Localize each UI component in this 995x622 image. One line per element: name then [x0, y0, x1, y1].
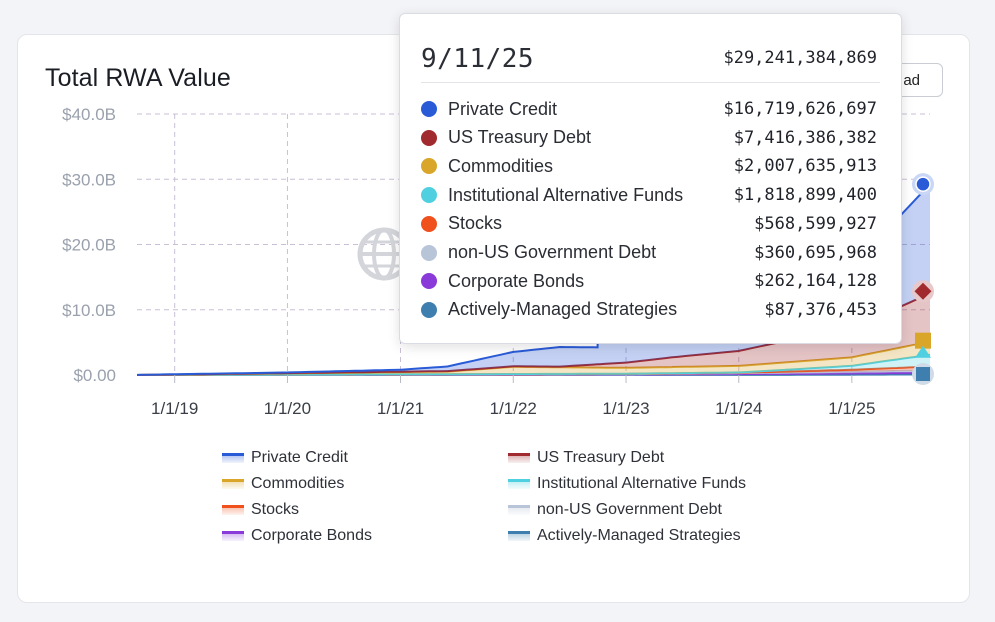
legend-swatch — [222, 531, 244, 541]
y-tick-label: $10.0B — [62, 301, 116, 320]
legend-swatch — [222, 479, 244, 489]
legend-swatch — [222, 453, 244, 463]
x-tick-label: 1/1/23 — [602, 399, 649, 418]
legend-item[interactable]: Corporate Bonds — [222, 526, 372, 546]
x-tick-label: 1/1/21 — [377, 399, 424, 418]
tooltip-date: 9/11/25 — [421, 44, 535, 74]
y-axis-ticks: $0.00 $10.0B $20.0B $30.0B $40.0B — [62, 105, 116, 385]
tooltip-series-value: $7,416,386,382 — [733, 127, 877, 148]
legend-item[interactable]: Institutional Alternative Funds — [508, 474, 746, 494]
tooltip-color-dot — [421, 187, 437, 204]
tooltip-row: Corporate Bonds $262,164,128 — [421, 269, 877, 293]
legend-label: US Treasury Debt — [537, 449, 665, 466]
line-institutional-alternative-funds — [137, 353, 931, 376]
legend-item[interactable]: non-US Government Debt — [508, 500, 722, 520]
tooltip-series-name: Stocks — [448, 213, 503, 234]
x-tick-label: 1/1/20 — [264, 399, 311, 418]
tooltip-total: $29,241,384,869 — [723, 48, 877, 68]
legend-label: Stocks — [251, 501, 300, 518]
tooltip-row: non-US Government Debt $360,695,968 — [421, 241, 877, 265]
legend-item[interactable]: Stocks — [222, 500, 299, 520]
tooltip-color-dot — [421, 129, 437, 146]
tooltip-series-name: US Treasury Debt — [448, 127, 592, 148]
x-axis-ticks: 1/1/19 1/1/20 1/1/21 1/1/22 1/1/23 1/1/24 1/1/… — [151, 375, 875, 418]
tooltip-color-dot — [421, 158, 437, 175]
y-tick-label: $30.0B — [62, 170, 116, 189]
tooltip-color-dot — [421, 215, 437, 232]
legend-swatch — [222, 505, 244, 515]
legend-label: Actively-Managed Strategies — [537, 527, 741, 544]
marker-institutional-alternative-funds — [915, 345, 931, 358]
area-us-treasury-debt — [137, 293, 930, 375]
marker-us-treasury-debt — [914, 282, 932, 300]
y-tick-label: $20.0B — [62, 236, 116, 255]
legend-item[interactable]: Private Credit — [222, 448, 348, 468]
legend-label: non-US Government Debt — [537, 501, 722, 518]
legend-swatch — [508, 479, 530, 489]
legend-item[interactable]: Actively-Managed Strategies — [508, 526, 741, 546]
tooltip-divider — [421, 82, 880, 83]
y-tick-label: $0.00 — [73, 366, 116, 385]
legend-swatch — [508, 453, 530, 463]
tooltip-row: Stocks $568,599,927 — [421, 212, 877, 236]
x-tick-label: 1/1/25 — [828, 399, 875, 418]
legend-item[interactable]: US Treasury Debt — [508, 448, 664, 468]
legend-swatch — [508, 531, 530, 541]
x-tick-label: 1/1/24 — [715, 399, 762, 418]
tooltip-series-name: Corporate Bonds — [448, 270, 585, 291]
tooltip-row: Commodities $2,007,635,913 — [421, 154, 877, 178]
tooltip-color-dot — [421, 244, 437, 261]
legend-swatch — [508, 505, 530, 515]
tooltip-color-dot — [421, 273, 437, 290]
x-tick-label: 1/1/19 — [151, 399, 198, 418]
tooltip-series-value: $568,599,927 — [754, 213, 877, 234]
tooltip-row: Actively-Managed Strategies $87,376,453 — [421, 298, 877, 322]
tooltip-row: Private Credit $16,719,626,697 — [421, 97, 877, 121]
tooltip-series-name: Actively-Managed Strategies — [448, 299, 678, 320]
tooltip-row: US Treasury Debt $7,416,386,382 — [421, 126, 877, 150]
tooltip-series-value: $1,818,899,400 — [733, 185, 877, 206]
tooltip-series-name: non-US Government Debt — [448, 242, 657, 262]
marker-commodities — [915, 332, 931, 349]
tooltip-color-dot — [421, 301, 437, 318]
tooltip-series-value: $360,695,968 — [754, 242, 877, 263]
tooltip-series-value: $2,007,635,913 — [733, 156, 877, 177]
series-end-markers — [912, 173, 934, 385]
tooltip-series-name: Commodities — [448, 155, 554, 176]
marker-actively-managed-strategies — [916, 367, 930, 381]
hover-tooltip: 9/11/25 $29,241,384,869 Private Credit $1… — [399, 13, 902, 344]
legend-label: Institutional Alternative Funds — [537, 475, 747, 492]
legend-item[interactable]: Commodities — [222, 474, 344, 494]
chart-title: Total RWA Value — [45, 64, 231, 92]
tooltip-series-value: $16,719,626,697 — [723, 99, 877, 119]
y-tick-label: $40.0B — [62, 105, 116, 124]
tooltip-series-value: $262,164,128 — [754, 271, 877, 292]
tooltip-row: Institutional Alternative Funds $1,818,89… — [421, 183, 877, 207]
legend-label: Private Credit — [251, 449, 348, 466]
marker-private-credit — [915, 176, 931, 192]
x-tick-label: 1/1/22 — [490, 399, 537, 418]
tooltip-series-value: $87,376,453 — [764, 299, 877, 320]
legend-label: Commodities — [251, 475, 345, 492]
tooltip-series-name: Institutional Alternative Funds — [448, 184, 684, 205]
legend-label: Corporate Bonds — [251, 527, 372, 544]
tooltip-color-dot — [421, 101, 437, 117]
tooltip-series-name: Private Credit — [448, 98, 558, 119]
